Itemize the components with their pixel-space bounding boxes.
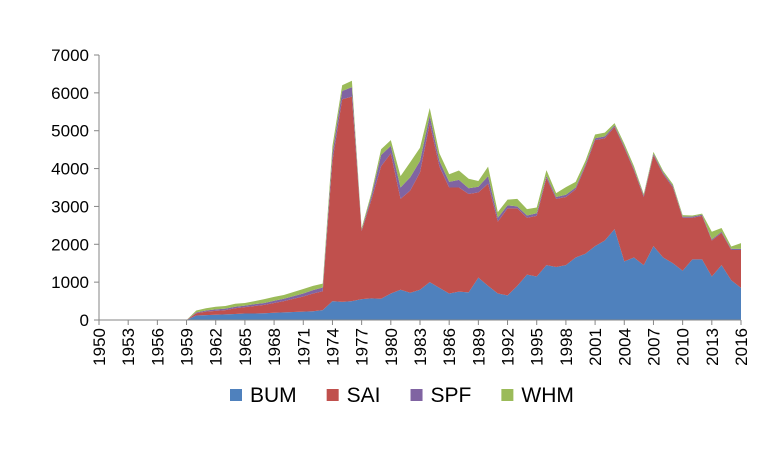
y-tick-labels: 0 1000 2000 3000 4000 5000 6000 7000 [51, 46, 99, 330]
x-tick-label: 1968 [265, 328, 284, 366]
x-tick-label: 1971 [294, 328, 313, 366]
legend-label-sai: SAI [347, 384, 381, 407]
y-tick-label: 4000 [51, 160, 89, 179]
x-tick-label: 1950 [90, 328, 109, 366]
x-tick-label: 1980 [382, 328, 401, 366]
x-tick-label: 1965 [236, 328, 255, 366]
x-tick-label: 1953 [119, 328, 138, 366]
area-series-group [99, 80, 741, 321]
x-tick-label: 1974 [323, 328, 342, 366]
legend-label-whm: WHM [521, 384, 573, 407]
area-sai [99, 96, 741, 320]
x-tick-label: 2013 [703, 328, 722, 366]
x-tick-label: 1986 [440, 328, 459, 366]
y-tick-label: 2000 [51, 235, 89, 254]
legend: BUM SAI SPF WHM [230, 384, 574, 407]
y-tick-label: 6000 [51, 84, 89, 103]
y-tick-label: 5000 [51, 122, 89, 141]
x-tick-label: 1962 [207, 328, 226, 366]
x-tick-label: 1998 [557, 328, 576, 366]
x-tick-label: 1989 [469, 328, 488, 366]
x-tick-label: 1977 [353, 328, 372, 366]
y-tick-label: 3000 [51, 197, 89, 216]
x-tick-label: 1992 [499, 328, 518, 366]
x-tick-label: 2010 [674, 328, 693, 366]
y-tick-label: 0 [80, 311, 89, 330]
x-tick-label: 1959 [178, 328, 197, 366]
x-tick-label: 1983 [411, 328, 430, 366]
area-bum [99, 229, 741, 320]
x-tick-label: 2004 [615, 328, 634, 366]
legend-swatch-bum [230, 389, 242, 401]
x-tick-label: 2016 [732, 328, 751, 366]
x-tick-labels: 1950 1953 1956 1959 1962 1965 1968 1971 1974 1977… [90, 320, 751, 366]
legend-label-bum: BUM [250, 384, 297, 407]
x-tick-label: 1995 [528, 328, 547, 366]
legend-swatch-whm [501, 389, 514, 401]
legend-swatch-sai [326, 389, 339, 401]
legend-label-spf: SPF [431, 384, 472, 407]
x-tick-label: 1956 [148, 328, 167, 366]
legend-swatch-spf [410, 389, 423, 401]
y-tick-label: 7000 [51, 46, 89, 65]
x-tick-label: 2001 [586, 328, 605, 366]
x-tick-label: 2007 [644, 328, 663, 366]
y-tick-label: 1000 [51, 273, 89, 292]
